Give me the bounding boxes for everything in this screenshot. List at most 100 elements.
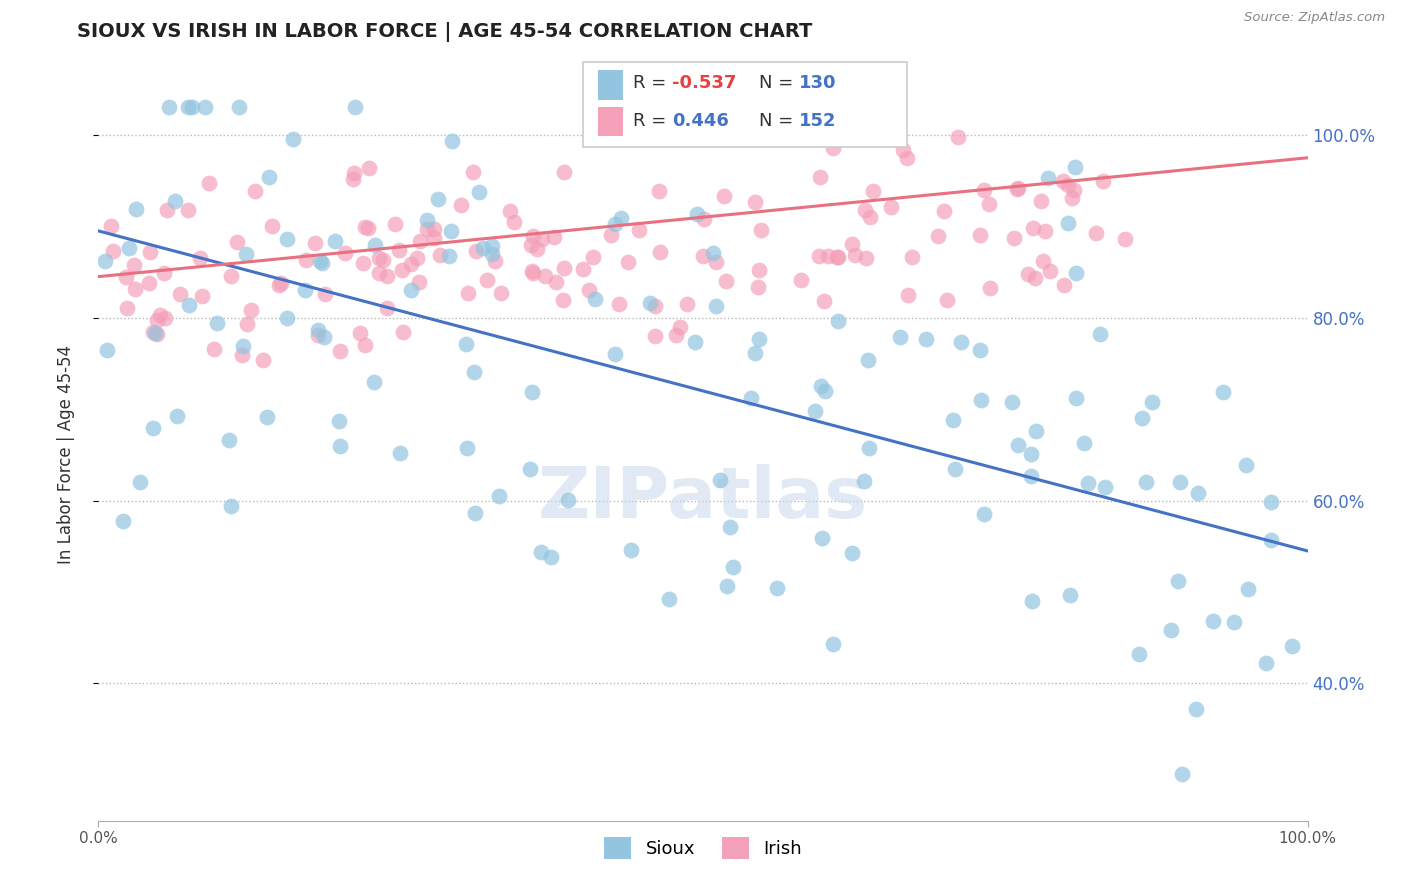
Sioux — [388, 446, 411, 460]
Irish — [145, 312, 167, 326]
Sioux — [125, 202, 148, 216]
Sioux — [1212, 385, 1234, 400]
Irish — [936, 293, 959, 307]
Text: Source: ZipAtlas.com: Source: ZipAtlas.com — [1244, 11, 1385, 24]
Sioux — [177, 298, 200, 312]
Irish — [357, 221, 380, 235]
Sioux — [118, 242, 141, 256]
Sioux — [283, 132, 305, 146]
Irish — [546, 275, 568, 289]
Sioux — [311, 255, 333, 269]
Irish — [808, 169, 831, 184]
Sioux — [685, 334, 707, 349]
Sioux — [456, 337, 478, 351]
Text: N =: N = — [759, 112, 799, 129]
Irish — [1039, 264, 1062, 278]
Irish — [644, 299, 666, 313]
Sioux — [827, 313, 849, 327]
Sioux — [1064, 267, 1087, 281]
Sioux — [471, 241, 494, 255]
Legend: Sioux, Irish: Sioux, Irish — [596, 830, 810, 866]
Irish — [827, 250, 849, 264]
Text: 152: 152 — [799, 112, 837, 129]
Sioux — [658, 592, 681, 607]
Irish — [807, 249, 830, 263]
Irish — [499, 204, 522, 219]
Sioux — [401, 283, 423, 297]
Sioux — [1036, 170, 1059, 185]
Text: R =: R = — [633, 112, 678, 129]
Irish — [295, 252, 318, 267]
Sioux — [709, 473, 731, 487]
Sioux — [973, 507, 995, 521]
Sioux — [744, 345, 766, 359]
Sioux — [257, 169, 280, 184]
Irish — [823, 141, 845, 155]
Irish — [704, 254, 727, 268]
Irish — [790, 272, 813, 286]
Sioux — [943, 462, 966, 476]
Text: R =: R = — [633, 74, 672, 92]
Irish — [349, 326, 371, 341]
Irish — [343, 166, 366, 180]
Sioux — [1001, 394, 1024, 409]
Irish — [243, 184, 266, 198]
Irish — [813, 293, 835, 308]
Irish — [1029, 194, 1052, 209]
Sioux — [1260, 494, 1282, 508]
Irish — [352, 256, 374, 270]
Sioux — [856, 352, 879, 367]
Sioux — [1021, 594, 1043, 608]
Sioux — [481, 239, 503, 253]
Irish — [1053, 277, 1076, 292]
Irish — [503, 215, 526, 229]
Sioux — [1167, 574, 1189, 588]
Sioux — [1019, 446, 1042, 460]
Irish — [522, 228, 544, 243]
Sioux — [1073, 436, 1095, 450]
Sioux — [1202, 615, 1225, 629]
Irish — [405, 252, 427, 266]
Irish — [553, 293, 575, 308]
Irish — [149, 309, 172, 323]
Sioux — [363, 375, 385, 389]
Sioux — [312, 330, 335, 344]
Irish — [578, 283, 600, 297]
Irish — [979, 280, 1001, 294]
Irish — [354, 220, 377, 235]
Sioux — [440, 134, 463, 148]
Sioux — [557, 492, 579, 507]
Sioux — [329, 439, 352, 453]
Sioux — [1007, 438, 1029, 452]
Irish — [1084, 227, 1107, 241]
Sioux — [858, 441, 880, 455]
Irish — [115, 269, 138, 284]
Irish — [616, 255, 638, 269]
Irish — [461, 164, 484, 178]
Irish — [342, 172, 364, 186]
Sioux — [1064, 391, 1087, 405]
Irish — [901, 250, 924, 264]
Irish — [100, 219, 122, 233]
Irish — [267, 278, 290, 293]
Sioux — [803, 404, 825, 418]
Sioux — [609, 211, 631, 226]
Irish — [553, 260, 575, 275]
Irish — [749, 223, 772, 237]
Sioux — [821, 637, 844, 651]
Irish — [1005, 182, 1028, 196]
Sioux — [841, 546, 863, 560]
Sioux — [1185, 702, 1208, 716]
Irish — [477, 272, 499, 286]
Irish — [408, 234, 430, 248]
Irish — [138, 276, 160, 290]
Irish — [122, 258, 145, 272]
Sioux — [166, 409, 188, 423]
Irish — [676, 296, 699, 310]
Sioux — [1254, 656, 1277, 670]
Irish — [628, 222, 651, 236]
Irish — [177, 203, 200, 218]
Sioux — [437, 249, 460, 263]
Irish — [1033, 224, 1056, 238]
Sioux — [456, 441, 478, 455]
